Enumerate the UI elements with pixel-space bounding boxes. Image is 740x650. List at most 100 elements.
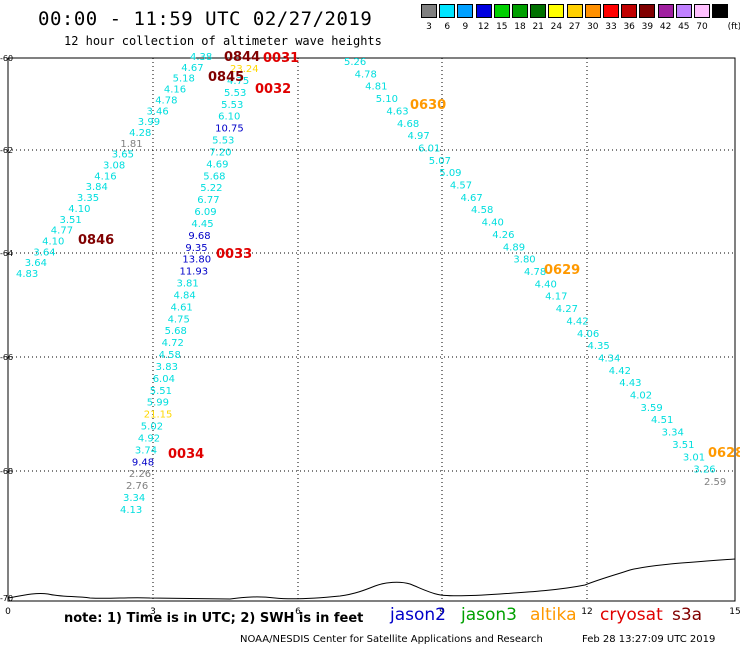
legend-swatch — [584, 4, 601, 18]
x-tick-label: 0 — [5, 607, 11, 617]
swh-value: 3.74 — [135, 445, 157, 456]
swh-value: 4.69 — [206, 159, 228, 170]
satellite-legend-entry: cryosat — [600, 605, 663, 625]
swh-value: 3.34 — [662, 428, 684, 439]
swh-value: 6.10 — [218, 112, 240, 123]
x-tick-label: 12 — [581, 607, 592, 617]
swh-value: 5.53 — [212, 136, 234, 147]
generated-timestamp: Feb 28 13:27:09 UTC 2019 — [582, 634, 716, 645]
swh-value: 3.26 — [693, 465, 715, 476]
swh-value: 5.53 — [221, 100, 243, 111]
pass-time-label: 0630 — [410, 98, 446, 113]
legend-swatch — [639, 4, 656, 18]
swh-value: 1.81 — [120, 139, 142, 150]
legend-label: 6 — [444, 22, 451, 32]
swh-value: 3.83 — [156, 362, 178, 373]
legend-swatch — [475, 4, 492, 18]
legend-label: 30 — [587, 22, 599, 32]
swh-value: 4.68 — [397, 119, 419, 130]
swh-value: 4.78 — [155, 95, 177, 106]
swh-value: 5.10 — [376, 94, 398, 105]
pass-time-label: 0628 — [708, 446, 740, 461]
swh-value: 9.35 — [185, 243, 207, 254]
legend-label: 24 — [550, 22, 563, 32]
legend-swatch — [657, 4, 674, 18]
swh-value: 3.01 — [683, 452, 705, 463]
swh-value: 4.16 — [94, 171, 116, 182]
swh-value: 4.97 — [408, 131, 430, 142]
legend-label: 15 — [496, 22, 508, 32]
swh-value: 2.59 — [704, 477, 726, 488]
swh-value: 4.84 — [174, 290, 196, 301]
legend-label: 39 — [641, 22, 654, 32]
pass-time-label: 0844 — [224, 50, 260, 65]
swh-value: 4.16 — [164, 85, 186, 96]
swh-value: 4.51 — [651, 415, 673, 426]
swh-value: 7.20 — [209, 147, 231, 158]
swh-value: 4.78 — [524, 267, 546, 278]
swh-value: 3.46 — [147, 106, 169, 117]
legend-swatch — [439, 4, 456, 18]
legend-swatch — [566, 4, 583, 18]
swh-value: 5.07 — [429, 156, 451, 167]
swh-value: 6.01 — [418, 143, 440, 154]
swh-value: 6.09 — [194, 207, 216, 218]
x-tick-label: 6 — [295, 607, 301, 617]
swh-value: 3.65 — [112, 150, 134, 161]
axis-tick-labels: 0 3 6 9 12 15 -60 -62 -64 -66 -68 -70 — [0, 54, 740, 617]
swh-value: 13.80 — [182, 255, 211, 266]
swh-value: 5.26 — [344, 57, 366, 68]
swh-value: 5.02 — [141, 422, 163, 433]
swh-value: 6.77 — [197, 195, 219, 206]
legend-label: 18 — [514, 22, 526, 32]
legend-swatch — [675, 4, 692, 18]
swh-value: 4.89 — [503, 242, 525, 253]
swh-value: 4.28 — [129, 128, 151, 139]
legend-label: 45 — [678, 22, 690, 32]
swh-value: 4.57 — [450, 181, 472, 192]
legend-label: 42 — [659, 22, 672, 32]
x-tick-label: 9 — [439, 607, 445, 617]
swh-value: 3.35 — [77, 193, 99, 204]
swh-value: 4.58 — [159, 350, 181, 361]
pass-time-label: 0629 — [544, 263, 580, 278]
swh-value: 4.83 — [16, 269, 38, 280]
swh-value: 5.68 — [165, 326, 187, 337]
swh-value: 2.76 — [126, 481, 148, 492]
legend-swatch — [548, 4, 565, 18]
swh-value: 23.24 — [230, 64, 259, 75]
satellite-legend-entry: jason3 — [461, 605, 517, 625]
altimeter-track-2: 4.133.342.762.269.483.744.925.0221.155.9… — [120, 64, 259, 516]
swh-value: 3.59 — [640, 403, 662, 414]
pass-time-label: 0031 — [263, 51, 299, 66]
swh-value: 4.34 — [598, 353, 620, 364]
swh-value: 4.27 — [556, 304, 578, 315]
x-tick-label: 15 — [729, 607, 740, 617]
y-tick-label: -68 — [0, 467, 13, 476]
swh-value: 21.15 — [144, 410, 173, 421]
swh-value: 3.34 — [123, 493, 145, 504]
swh-value: 4.77 — [51, 226, 73, 237]
swh-value: 4.75 — [227, 76, 249, 87]
swh-value: 4.35 — [588, 341, 610, 352]
pass-time-labels: 0844 0845 0846 0031 0032 0033 0034 0630 0629 0628 — [78, 50, 740, 462]
y-tick-label: -70 — [0, 594, 13, 603]
swh-value: 4.42 — [609, 366, 631, 377]
swh-value: 4.75 — [168, 314, 190, 325]
legend-label: 21 — [532, 22, 544, 32]
satellite-legend-entry: jason2 — [390, 605, 446, 625]
swh-value: 3.81 — [176, 279, 198, 290]
swh-value: 3.08 — [103, 161, 125, 172]
legend-swatch — [621, 4, 638, 18]
swh-value: 5.68 — [203, 171, 225, 182]
swh-value: 3.84 — [86, 182, 108, 193]
legend-swatch — [712, 4, 729, 18]
swh-value: 11.93 — [179, 267, 208, 278]
legend-swatch — [530, 4, 547, 18]
swh-value: 4.40 — [535, 279, 557, 290]
y-tick-label: -62 — [0, 146, 13, 155]
swh-value: 4.40 — [482, 218, 504, 229]
swh-value: 4.78 — [355, 69, 377, 80]
swh-value: 4.81 — [365, 82, 387, 93]
